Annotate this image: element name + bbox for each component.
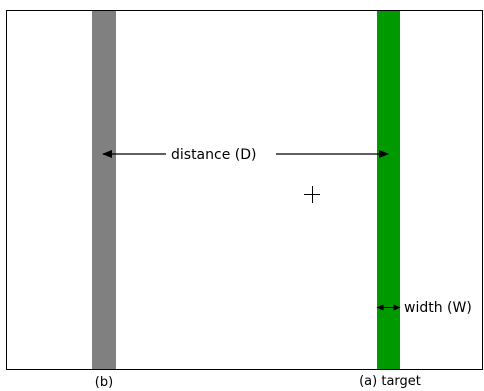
distance-label: distance (D) [171,147,256,163]
bar-b [92,11,116,369]
bar-b-label: (b) [95,375,113,390]
target-label: (a) target [359,374,421,389]
crosshair-icon [304,186,320,203]
target-bar [377,11,400,369]
width-label: width (W) [404,300,472,316]
display-frame [6,10,483,370]
